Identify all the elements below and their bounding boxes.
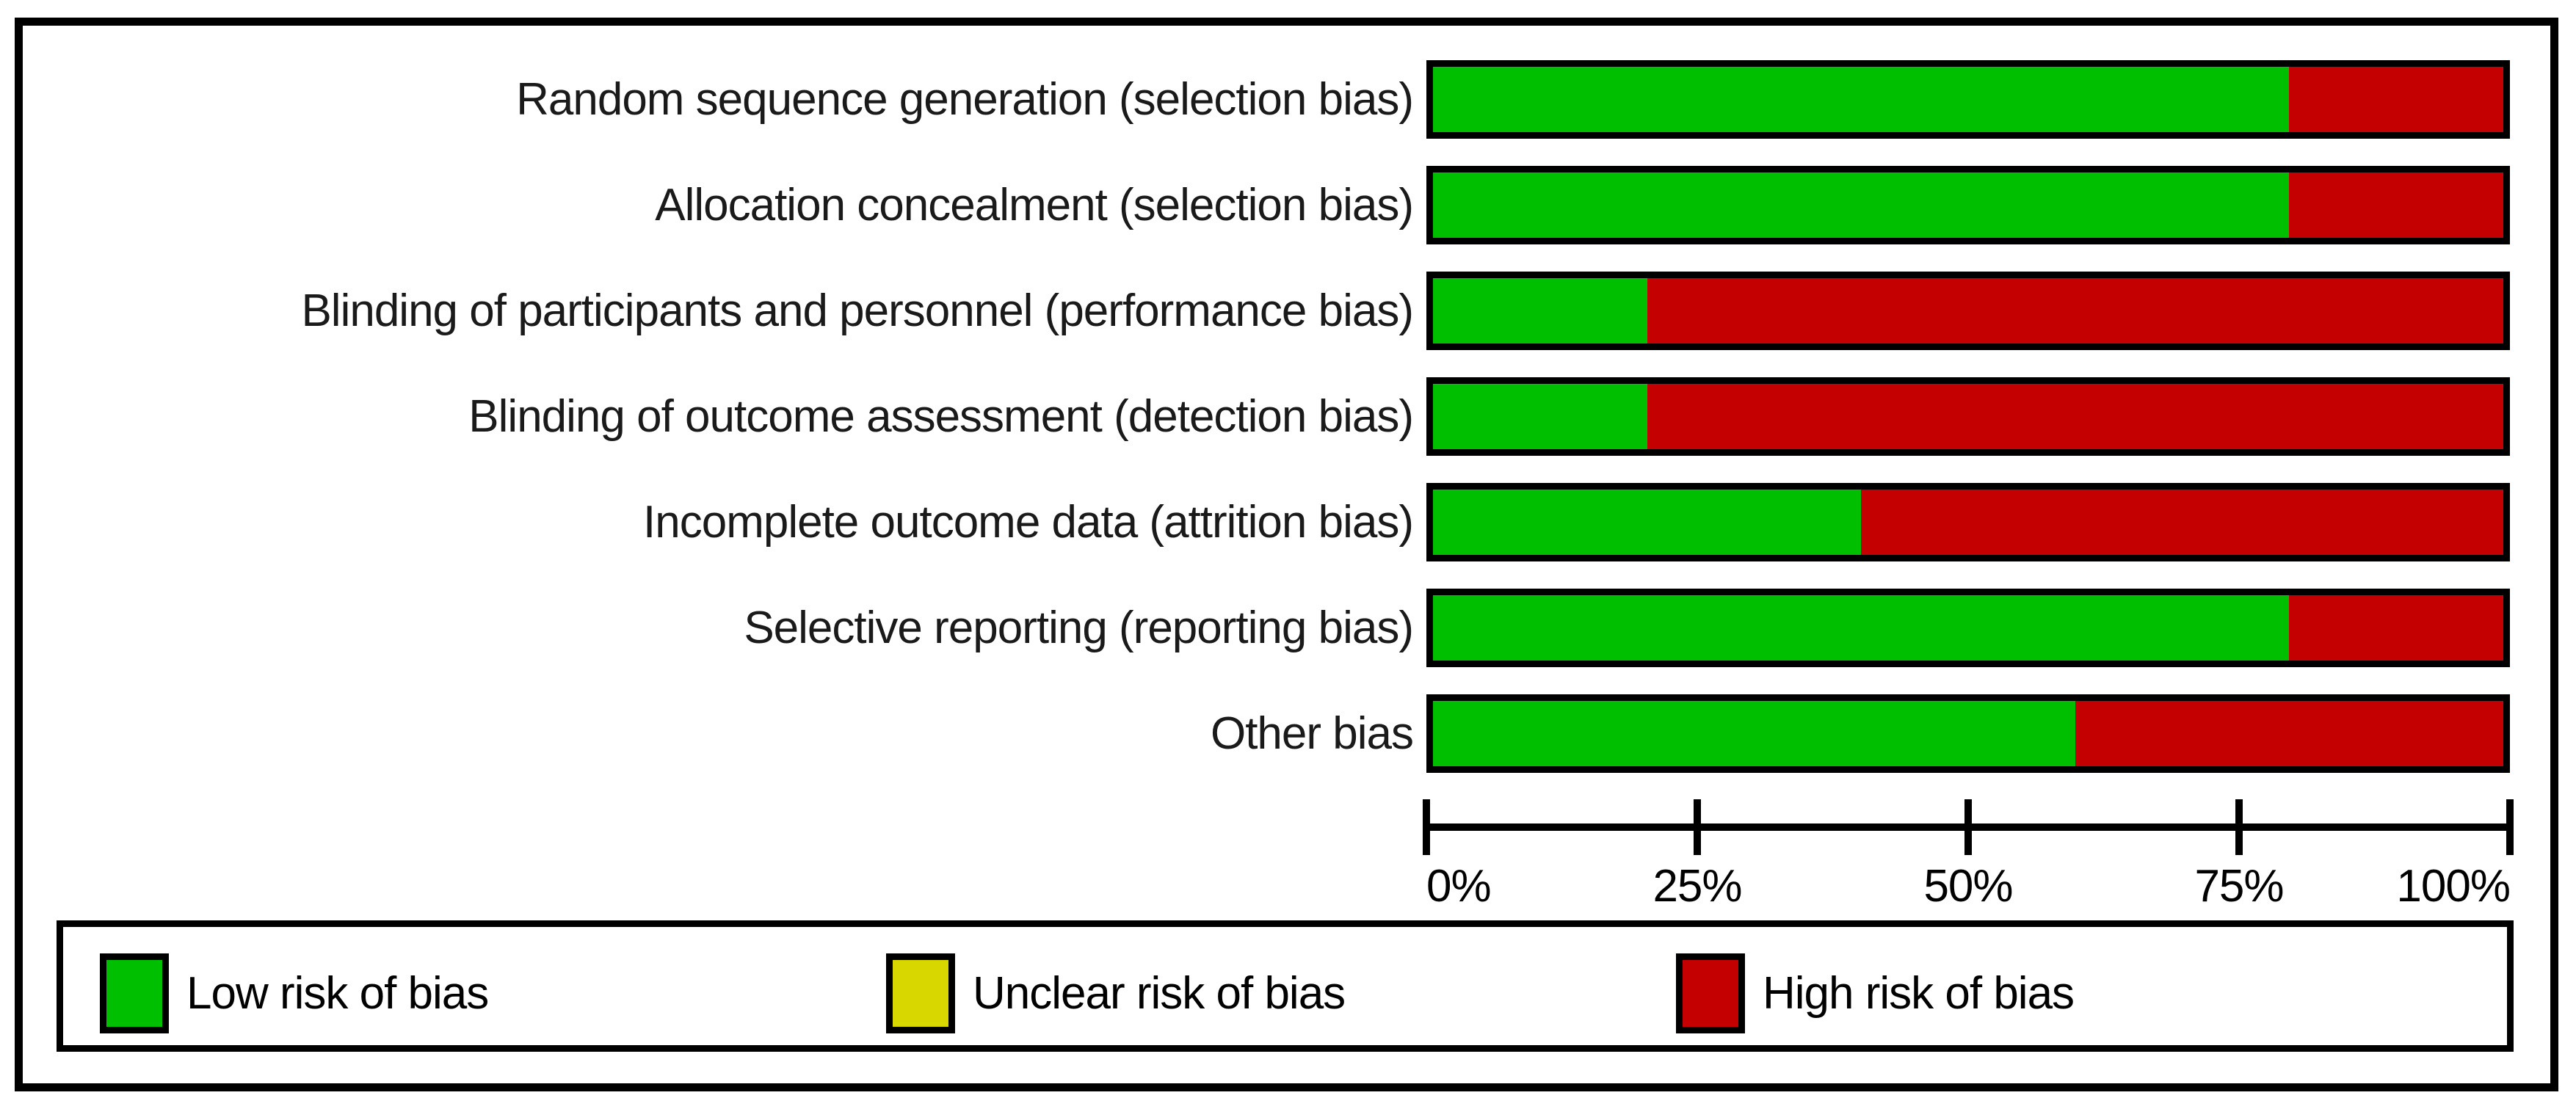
legend-label: High risk of bias bbox=[1763, 968, 2075, 1019]
x-axis-tick-label: 50% bbox=[1923, 861, 2013, 912]
chart-row: Allocation concealment (selection bias) bbox=[23, 166, 2550, 244]
stacked-bar bbox=[1426, 166, 2510, 244]
x-axis-tick bbox=[1694, 799, 1701, 855]
x-axis-tick-label: 75% bbox=[2194, 861, 2284, 912]
figure-frame: Random sequence generation (selection bi… bbox=[15, 18, 2558, 1091]
bar-segment-high bbox=[2075, 701, 2503, 766]
chart-row: Random sequence generation (selection bi… bbox=[23, 60, 2550, 139]
bar-segment-high bbox=[2289, 595, 2503, 661]
x-axis-tick bbox=[2506, 799, 2514, 855]
bar-segment-high bbox=[1647, 278, 2503, 343]
bar-segment-high bbox=[2289, 67, 2503, 132]
legend-item: Low risk of bias bbox=[100, 953, 489, 1033]
category-label: Random sequence generation (selection bi… bbox=[516, 74, 1414, 125]
bar-segment-low bbox=[1433, 172, 2290, 238]
bar-segment-high bbox=[1861, 490, 2503, 555]
x-axis-tick-label: 100% bbox=[2396, 861, 2511, 912]
legend-swatch-unclear bbox=[886, 953, 955, 1033]
x-axis-tick bbox=[2235, 799, 2243, 855]
chart-row: Incomplete outcome data (attrition bias) bbox=[23, 483, 2550, 561]
legend-label: Low risk of bias bbox=[186, 968, 489, 1019]
stacked-bar bbox=[1426, 483, 2510, 561]
legend-item: Unclear risk of bias bbox=[886, 953, 1346, 1033]
chart-row: Blinding of outcome assessment (detectio… bbox=[23, 377, 2550, 456]
stacked-bar bbox=[1426, 694, 2510, 773]
bar-segment-low bbox=[1433, 701, 2075, 766]
bar-segment-low bbox=[1433, 67, 2290, 132]
category-label: Blinding of participants and personnel (… bbox=[301, 286, 1414, 336]
x-axis-tick-label: 0% bbox=[1426, 861, 1492, 912]
category-label: Blinding of outcome assessment (detectio… bbox=[468, 391, 1414, 442]
bar-segment-high bbox=[2289, 172, 2503, 238]
x-axis-tick-label: 25% bbox=[1652, 861, 1742, 912]
bar-segment-low bbox=[1433, 595, 2290, 661]
legend-swatch-high bbox=[1676, 953, 1745, 1033]
legend-label: Unclear risk of bias bbox=[973, 968, 1346, 1019]
x-axis-tick bbox=[1423, 799, 1430, 855]
legend: Low risk of bias Unclear risk of bias High… bbox=[57, 920, 2514, 1052]
category-label: Allocation concealment (selection bias) bbox=[655, 180, 1414, 230]
stacked-bar bbox=[1426, 377, 2510, 456]
legend-swatch-low bbox=[100, 953, 169, 1033]
category-label: Other bias bbox=[1210, 708, 1414, 759]
stacked-bar bbox=[1426, 272, 2510, 350]
category-label: Selective reporting (reporting bias) bbox=[744, 603, 1414, 653]
x-axis-tick bbox=[1964, 799, 1972, 855]
stacked-bar bbox=[1426, 589, 2510, 667]
stacked-bar bbox=[1426, 60, 2510, 139]
chart-row: Other bias bbox=[23, 694, 2550, 773]
legend-item: High risk of bias bbox=[1676, 953, 2075, 1033]
bar-segment-low bbox=[1433, 278, 1647, 343]
bar-segment-low bbox=[1433, 490, 1862, 555]
category-label: Incomplete outcome data (attrition bias) bbox=[643, 497, 1414, 548]
chart-row: Blinding of participants and personnel (… bbox=[23, 272, 2550, 350]
chart-row: Selective reporting (reporting bias) bbox=[23, 589, 2550, 667]
bar-segment-low bbox=[1433, 384, 1647, 449]
bar-segment-high bbox=[1647, 384, 2503, 449]
